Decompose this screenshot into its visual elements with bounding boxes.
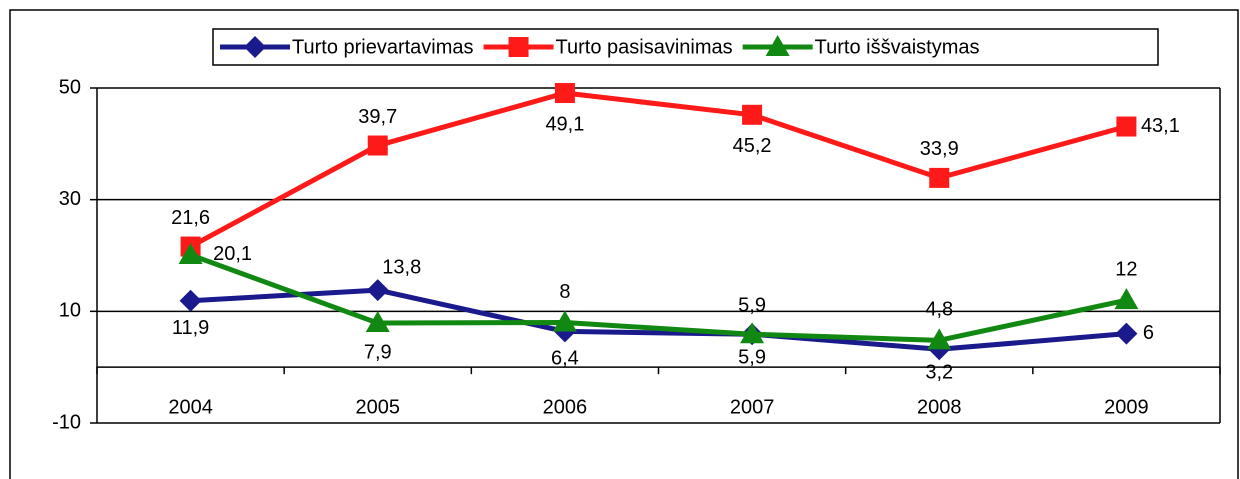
marker [552, 310, 577, 332]
series-line [189, 252, 1127, 343]
series-line [190, 287, 1127, 352]
data-label: 20,1 [213, 243, 252, 265]
marker [508, 37, 529, 57]
chart-border [9, 9, 1239, 479]
legend-label: Turto pasisavinimas [556, 36, 733, 58]
x-tick-label: 2007 [730, 396, 775, 418]
marker [1114, 288, 1139, 310]
data-label: 8 [559, 281, 570, 303]
legend-box [212, 28, 1159, 66]
data-label: 39,7 [358, 106, 397, 128]
data-label: 45,2 [733, 135, 772, 157]
x-tick-label: 2006 [543, 396, 588, 418]
marker [244, 36, 266, 58]
x-tick-label: 2009 [1104, 396, 1149, 418]
marker [365, 311, 390, 333]
y-tick-label: 10 [59, 300, 81, 322]
data-label: 13,8 [382, 256, 421, 278]
y-tick-label: -10 [52, 411, 81, 433]
y-tick-label: 30 [59, 188, 81, 210]
marker [1115, 322, 1138, 345]
series-line [189, 90, 1128, 249]
data-label: 12 [1115, 258, 1137, 280]
marker [1116, 116, 1137, 137]
data-label: 4,8 [925, 299, 953, 321]
x-tick-label: 2004 [168, 396, 213, 418]
data-label: 5,9 [738, 347, 766, 369]
data-label: 49,1 [545, 113, 584, 135]
marker [366, 279, 389, 302]
marker [740, 322, 765, 344]
data-label: 6,4 [551, 348, 579, 370]
marker [367, 135, 388, 156]
marker [929, 167, 950, 188]
legend-label: Turto iššvaistymas [815, 36, 980, 58]
data-label: 21,6 [171, 207, 210, 229]
data-label: 43,1 [1141, 115, 1180, 137]
marker [179, 289, 202, 312]
data-label: 5,9 [738, 295, 766, 317]
data-label: 6 [1143, 322, 1154, 344]
data-label: 33,9 [920, 138, 959, 160]
marker [927, 328, 952, 350]
x-tick-label: 2008 [917, 396, 962, 418]
marker [554, 83, 575, 104]
marker [742, 104, 763, 125]
legend-label: Turto prievartavimas [292, 36, 474, 58]
marker [765, 35, 790, 56]
marker [178, 242, 203, 264]
data-label: 7,9 [364, 341, 392, 363]
y-tick-label: 50 [59, 76, 81, 98]
data-label: 11,9 [172, 317, 209, 339]
data-label: 3,2 [925, 362, 953, 384]
x-tick-label: 2005 [356, 396, 401, 418]
